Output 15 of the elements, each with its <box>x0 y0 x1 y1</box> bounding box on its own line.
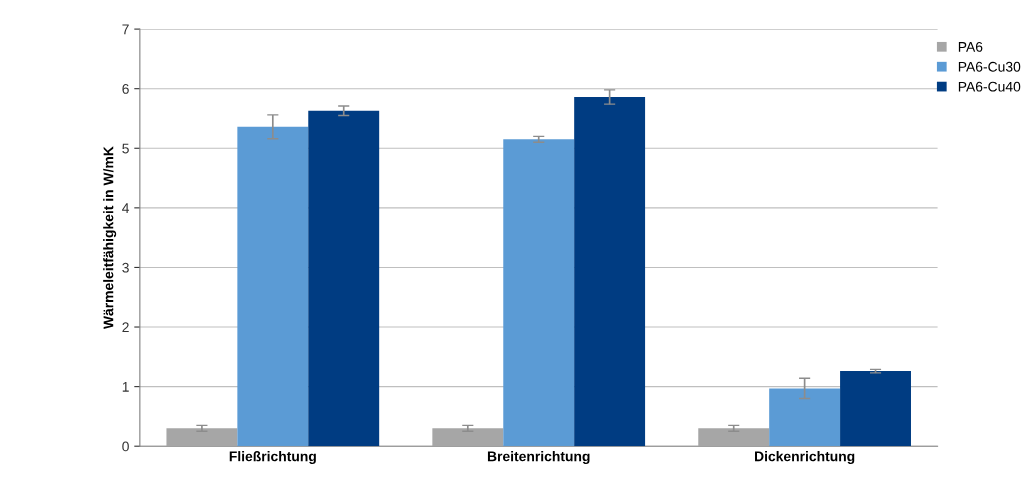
legend-label: PA6-Cu30 <box>958 61 1021 72</box>
x-tick-label: Breitenrichtung <box>487 451 590 465</box>
x-tick-label: Dickenrichtung <box>755 451 855 465</box>
y-tick-label: 7 <box>122 24 129 35</box>
y-tick-label: 6 <box>122 84 129 94</box>
legend-label: PA6-Cu40 <box>958 81 1021 92</box>
y-tick-label: 5 <box>122 143 129 154</box>
y-tick-label: 3 <box>122 262 129 273</box>
x-tick-label: Fließrichtung <box>229 451 316 465</box>
y-axis-title: Wärmeleitfähigkeit in W/mK <box>103 146 117 330</box>
y-tick-label: 1 <box>122 382 129 392</box>
y-tick-label: 0 <box>122 441 129 452</box>
y-tick-label: 2 <box>122 322 129 333</box>
y-tick-label: 4 <box>122 203 130 213</box>
legend-label: PA6 <box>958 41 983 52</box>
